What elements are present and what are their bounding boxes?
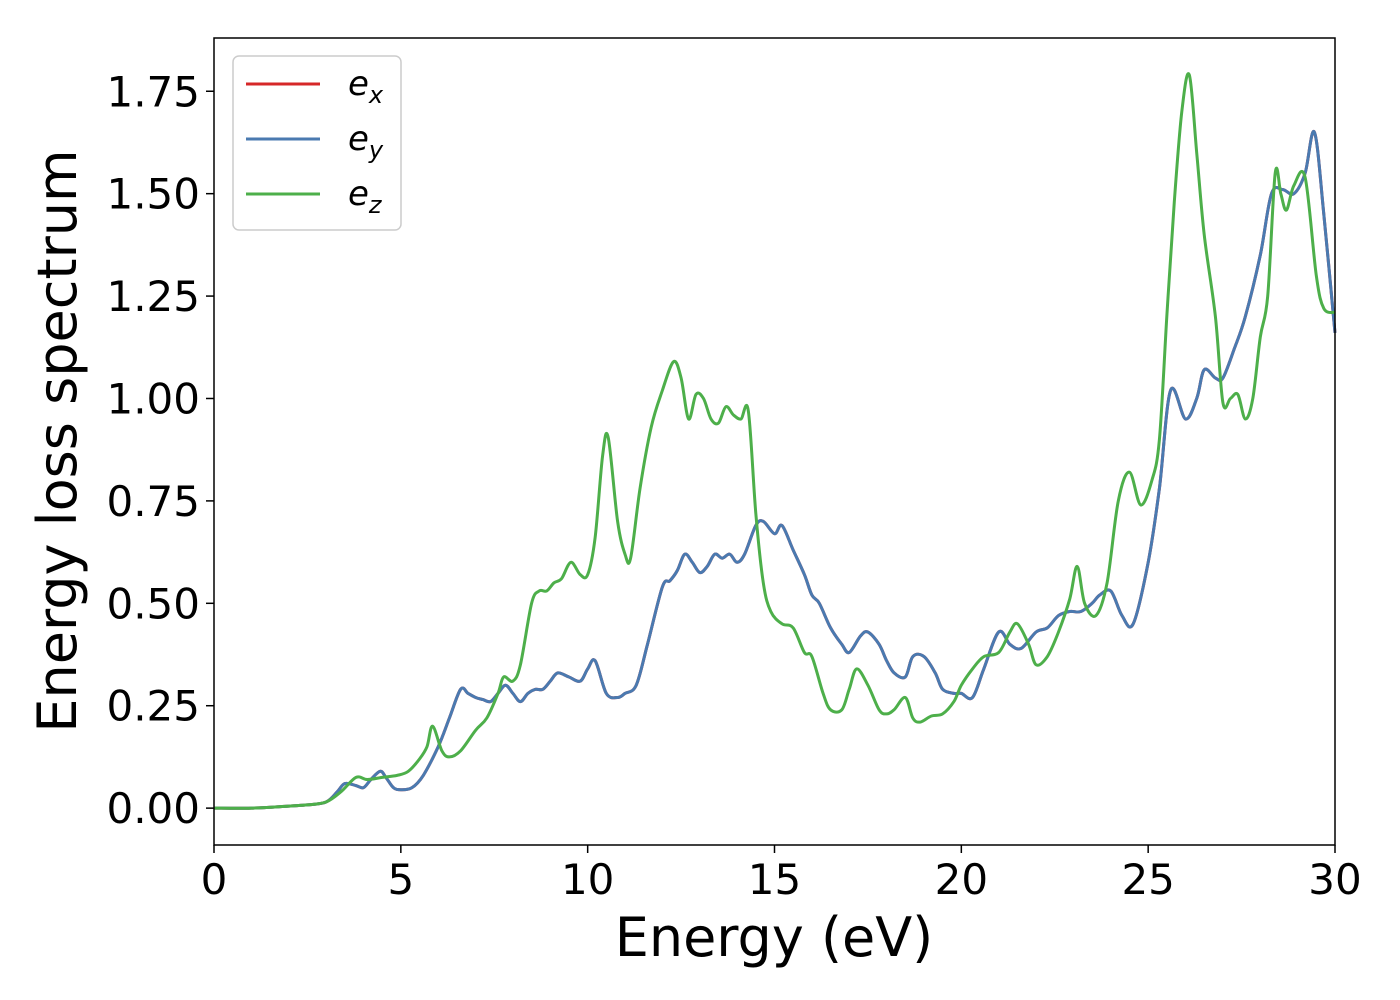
y-tick-label: 1.75 [106,67,200,116]
y-axis: 0.00 0.25 0.50 0.75 1.00 1.25 1.50 1.75 [106,67,214,833]
legend-label: ez [348,174,383,219]
y-tick-label: 0.25 [106,682,200,731]
y-tick-label: 0.75 [106,477,200,526]
y-tick-label: 1.00 [106,374,200,423]
y-tick-label: 1.25 [106,272,200,321]
x-tick-label: 25 [1121,855,1174,904]
x-tick-label: 10 [561,855,614,904]
legend-label: ey [348,119,384,164]
legend-box [232,55,402,231]
series-line-ey [213,130,1337,810]
legend: ex ey ez [232,55,402,231]
x-tick-label: 30 [1308,855,1361,904]
x-tick-label: 20 [935,855,988,904]
x-tick-label: 0 [201,855,228,904]
x-axis: 0 5 10 15 20 25 30 [201,845,1362,904]
y-axis-title: Energy loss spectrum [26,149,89,732]
x-axis-title: Energy (eV) [615,906,934,969]
legend-label: ex [348,64,384,109]
y-tick-label: 0.00 [106,784,200,833]
series-layer [213,72,1337,810]
series-line-ez [213,72,1336,810]
y-tick-label: 0.50 [106,579,200,628]
x-tick-label: 15 [748,855,801,904]
x-tick-label: 5 [387,855,414,904]
y-tick-label: 1.50 [106,170,200,219]
